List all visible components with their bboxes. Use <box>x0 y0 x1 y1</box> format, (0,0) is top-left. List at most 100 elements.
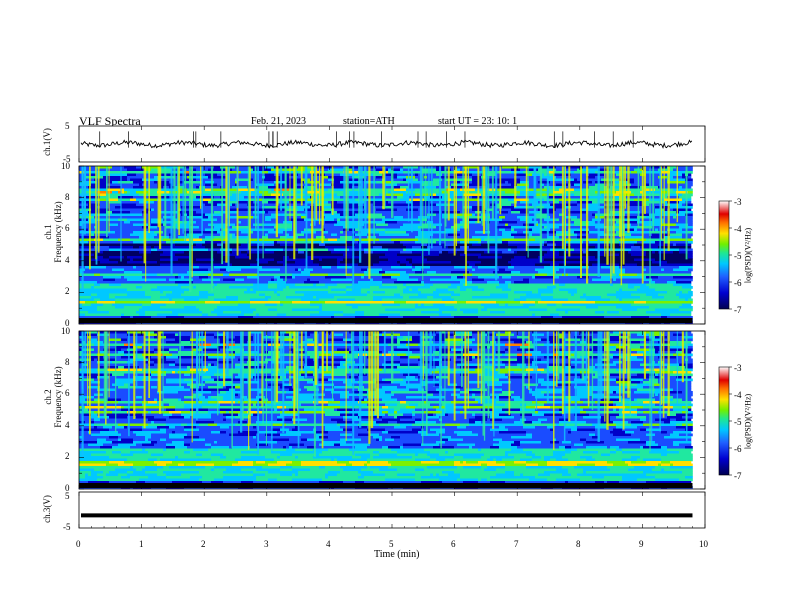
spectrogram-cell <box>568 306 587 309</box>
spectrogram-cell <box>166 288 179 292</box>
spectrogram-cell <box>589 261 596 264</box>
spectrogram-cell <box>565 283 575 287</box>
spectrogram-cell <box>196 311 203 314</box>
spectrogram-cell <box>106 351 119 354</box>
spectrogram-cell <box>484 236 497 239</box>
spectrogram-cell <box>322 373 332 377</box>
spectrogram-cell <box>367 276 383 279</box>
spectrogram-cell <box>400 263 407 267</box>
spectrogram-cell <box>187 368 191 372</box>
spectrogram-cell <box>124 313 140 317</box>
spectrogram-cell <box>451 283 464 287</box>
spectrogram-cell <box>316 358 335 362</box>
spectrogram-cell <box>157 183 170 187</box>
spectrogram-cell <box>676 278 689 282</box>
spectrogram-cell <box>640 346 653 349</box>
spectrogram-cell <box>637 226 653 229</box>
spectrogram-cell <box>466 168 473 172</box>
sferic-streak <box>411 166 413 233</box>
spectrogram-cell <box>163 231 173 234</box>
spectrogram-cell <box>175 221 188 224</box>
sferic-streak <box>321 166 324 243</box>
spectrogram-cell <box>673 311 692 314</box>
spectrogram-cell <box>214 333 218 337</box>
sferic-streak <box>368 166 371 279</box>
spectrogram-cell <box>100 261 119 264</box>
spectrogram-cell <box>412 183 422 187</box>
spectrogram-cell <box>463 166 479 169</box>
spectrogram-cell <box>169 281 176 284</box>
spectrogram-cell <box>562 303 575 307</box>
spectrogram-cell <box>109 173 128 177</box>
spectrogram-cell <box>145 173 158 177</box>
spectrogram-cell <box>328 338 344 342</box>
spectrogram-cell <box>322 228 326 232</box>
spectrogram-cell <box>460 366 479 369</box>
spectrogram-cell <box>319 266 323 269</box>
spectrogram-cell <box>121 191 125 194</box>
spectrogram-cell <box>451 368 455 372</box>
spectrogram-cell <box>271 223 275 227</box>
spectrogram-cell <box>556 281 569 284</box>
spectrogram-cell <box>478 241 482 244</box>
spectrogram-cell <box>601 218 608 222</box>
spectrogram-cell <box>502 176 512 179</box>
spectrogram-cell <box>322 343 329 347</box>
spectrogram-cell <box>169 348 179 352</box>
spectrogram-cell <box>511 171 524 174</box>
spectrogram-cell <box>79 188 83 192</box>
spectrogram-cell <box>634 311 647 314</box>
spectrogram-cell <box>310 366 317 369</box>
spectrogram-cell <box>145 293 164 297</box>
spectrogram-cell <box>598 306 614 309</box>
spectrogram-cell <box>406 301 410 304</box>
spectrogram-cell <box>211 261 218 264</box>
spectrogram-cell <box>535 346 554 349</box>
spectrogram-cell <box>502 256 515 259</box>
spectrogram-cell <box>331 233 338 237</box>
spectrogram-cell <box>247 233 266 237</box>
spectrogram-cell <box>103 303 113 307</box>
spectrogram-cell <box>451 198 470 202</box>
spectrogram-cell <box>226 223 236 227</box>
spectrogram-cell <box>580 301 596 304</box>
spectrogram-cell <box>523 331 533 334</box>
spectrogram-cell <box>178 168 191 172</box>
spectrogram-cell <box>409 233 419 237</box>
spectrogram-cell <box>394 353 398 357</box>
spectrogram-cell <box>610 336 620 339</box>
spectrogram-cell <box>427 301 443 304</box>
spectrogram-cell <box>667 191 677 194</box>
spectrogram-cell <box>472 331 476 334</box>
spectrogram-cell <box>79 191 98 194</box>
spectrogram-cell <box>541 371 545 374</box>
spectrogram-cell <box>85 313 104 317</box>
spectrogram-cell <box>391 276 410 279</box>
spectrogram-cell <box>187 226 200 229</box>
spectrogram-cell <box>316 246 326 249</box>
spectrogram-cell <box>496 298 512 302</box>
spectrogram-cell <box>133 356 146 359</box>
spectrogram-cell <box>79 278 98 282</box>
spectrogram-cell <box>217 231 230 234</box>
spectrogram-cell <box>682 273 689 277</box>
spectrogram-cell <box>619 313 623 317</box>
spectrogram-cell <box>217 356 236 359</box>
sferic-streak <box>182 166 184 234</box>
spectrogram-cell <box>625 226 638 229</box>
spectrogram-cell <box>454 301 458 304</box>
spectrogram-cell <box>574 301 581 304</box>
spectrogram-cell <box>361 216 368 219</box>
spectrogram-cell <box>79 231 95 234</box>
spectrogram-cell <box>100 271 116 274</box>
spectrogram-cell <box>238 183 257 187</box>
spectrogram-cell <box>439 341 446 344</box>
spectrogram-cell <box>679 266 693 269</box>
spectrogram-cell <box>685 316 693 319</box>
spectrogram-cell <box>505 168 512 172</box>
spectrogram-cell <box>157 248 173 252</box>
spectrogram-cell <box>148 366 164 369</box>
spectrogram-cell <box>592 213 596 217</box>
spectrogram-cell <box>415 306 428 309</box>
spectrogram-cell <box>688 176 692 179</box>
